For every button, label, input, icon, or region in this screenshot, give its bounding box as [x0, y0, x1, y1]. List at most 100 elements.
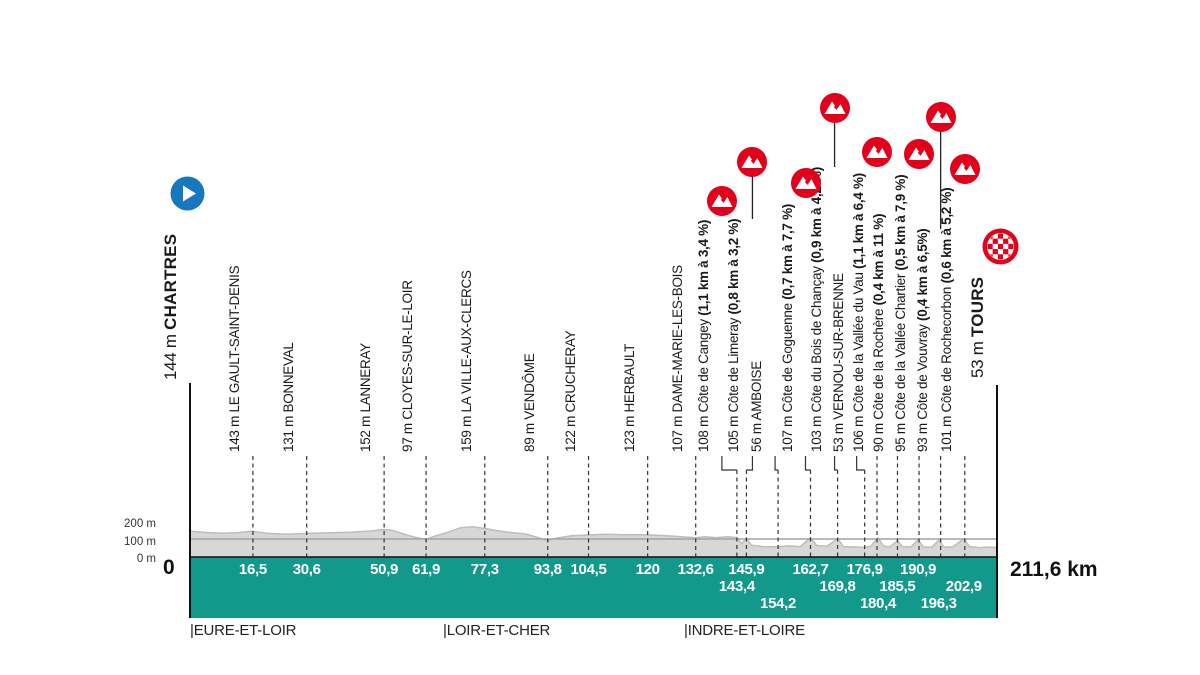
elevation-outline — [189, 526, 998, 549]
waypoint-name: Côte de la Vallée du Vau — [851, 272, 866, 413]
km-marker-30-6: 30,6 — [292, 561, 321, 578]
waypoint-label-c-te-de-la-roch-re: 90 m Côte de la Rochère (0,4 km à 11 %) — [870, 214, 888, 452]
km-marker-120: 120 — [635, 561, 660, 578]
y-tick-0m: 0 m — [136, 553, 156, 565]
climb-stats: (0,5 km à 7,9 %) — [893, 174, 909, 274]
waypoint-elevation: 56 m — [749, 420, 765, 452]
km-marker-169-8: 169,8 — [819, 578, 856, 595]
climb-icon-c-te-de-cangey — [706, 186, 737, 216]
km-marker-61-9: 61,9 — [412, 561, 441, 578]
waypoint-name: CRUCHERAY — [562, 330, 578, 413]
waypoint-elbow-c-te-de-cangey — [721, 456, 737, 471]
waypoint-name: BONNEVAL — [280, 342, 296, 413]
climb-icon-c-te-de-la-vall-e-du-vau — [862, 137, 892, 167]
y-tick-100m: 100 m — [124, 536, 156, 548]
finish-label: 53 m TOURS — [968, 277, 987, 378]
waypoint-elevation: 105 m — [726, 412, 742, 452]
waypoint-elevation: 152 m — [358, 412, 374, 452]
waypoint-name: Côte de Goguenne — [779, 303, 795, 413]
waypoint-elevation: 89 m — [521, 419, 537, 452]
km-marker-185-5: 185,5 — [879, 578, 916, 595]
distance-band — [190, 557, 997, 618]
climb-icon-c-te-de-la-vall-e-chartier — [904, 139, 935, 169]
elevation-area — [190, 526, 997, 557]
waypoint-name: Côte de la Vallée Chartier — [893, 273, 909, 420]
waypoint-label-dame-marie-les-bois: 107 m DAME-MARIE-LES-BOIS — [669, 265, 687, 452]
waypoint-name: DAME-MARIE-LES-BOIS — [669, 265, 685, 413]
waypoint-label-c-te-de-rochecorbon: 101 m Côte de Rochecorbon (0,6 km à 5,2 … — [938, 188, 956, 452]
waypoint-label-c-te-de-la-vall-e-chartier: 95 m Côte de la Vallée Chartier (0,5 km … — [892, 175, 910, 452]
km-marker-77-3: 77,3 — [470, 561, 499, 578]
km-marker-154-2: 154,2 — [760, 595, 797, 612]
climb-stats: (0,4 km à 6,5%) — [914, 228, 930, 325]
waypoint-elevation: 122 m — [562, 412, 578, 452]
km-marker-162-7: 162,7 — [792, 561, 829, 578]
waypoint-elevation: 93 m — [914, 419, 930, 452]
km-marker-180-4: 180,4 — [859, 595, 897, 612]
waypoint-label-herbault: 123 m HERBAULT — [621, 344, 639, 452]
waypoint-elbow-c-te-du-bois-de-chan-ay — [833, 456, 838, 471]
km-marker-196-3: 196,3 — [920, 595, 957, 612]
waypoint-label-crucheray: 122 m CRUCHERAY — [562, 331, 580, 452]
climb-icon-c-te-de-limeray — [737, 147, 768, 177]
climb-stats: (0,6 km à 5,2 %) — [938, 187, 954, 287]
waypoint-elbow-c-te-de-limeray — [746, 456, 754, 471]
start-name: CHARTRES — [161, 233, 180, 330]
km-marker-50-9: 50,9 — [370, 561, 399, 578]
finish-elevation: 53 m — [968, 341, 987, 378]
climb-icon-c-te-de-goguenne — [790, 168, 821, 198]
waypoint-elevation: 108 m — [695, 412, 711, 452]
waypoint-elevation: 103 m — [808, 412, 824, 452]
waypoint-name: CLOYES-SUR-LE-LOIR — [400, 280, 416, 420]
km-origin-label: 0 — [163, 556, 175, 579]
climb-icon-c-te-de-vouvray — [925, 102, 956, 132]
waypoint-label-cloyes-sur-le-loir: 97 m CLOYES-SUR-LE-LOIR — [399, 280, 417, 452]
waypoint-elevation: 107 m — [779, 412, 795, 452]
waypoint-name: Côte du Bois de Chançay — [808, 266, 824, 413]
waypoint-name: AMBOISE — [749, 361, 765, 421]
climb-stats: (0,7 km à 7,7 %) — [779, 204, 795, 304]
waypoint-elevation: 101 m — [938, 412, 954, 452]
waypoint-label-lanneray: 152 m LANNERAY — [357, 343, 375, 452]
climb-stats: (0,4 km à 11 %) — [871, 213, 887, 309]
waypoint-name: LANNERAY — [358, 343, 374, 413]
km-marker-145-9: 145,9 — [728, 561, 765, 578]
km-marker-176-9: 176,9 — [846, 561, 883, 578]
waypoint-name: LA VILLE-AUX-CLERCS — [458, 270, 474, 413]
department-label-indre-et-loire: |INDRE-ET-LOIRE — [684, 622, 805, 639]
km-marker-132-6: 132,6 — [677, 561, 714, 578]
waypoint-name: Côte de Cangey — [695, 319, 711, 413]
finish-icon — [982, 228, 1019, 270]
waypoint-label-amboise: 56 m AMBOISE — [748, 361, 766, 452]
waypoint-label-c-te-de-limeray: 105 m Côte de Limeray (0,8 km à 3,2 %) — [725, 219, 743, 452]
waypoint-label-c-te-de-cangey: 108 m Côte de Cangey (1,1 km à 3,4 %) — [695, 220, 713, 452]
waypoint-elevation: 143 m — [226, 412, 242, 452]
waypoint-label-c-te-de-la-vall-e-du-vau: 106 m Côte de la Vallée du Vau (1,1 km à… — [850, 173, 868, 452]
climb-icon-c-te-du-bois-de-chan-ay — [819, 93, 850, 123]
waypoint-elbow-amboise — [774, 456, 779, 471]
y-tick-200m: 200 m — [124, 518, 156, 530]
km-marker-93-8: 93,8 — [533, 561, 562, 578]
climb-stats: (0,8 km à 3,2 %) — [726, 218, 742, 318]
waypoint-name: HERBAULT — [621, 343, 637, 413]
waypoint-label-c-te-de-goguenne: 107 m Côte de Goguenne (0,7 km à 7,7 %) — [779, 204, 797, 452]
waypoint-elevation: 123 m — [621, 412, 637, 452]
waypoint-name: VERNOU-SUR-BRENNE — [830, 273, 846, 420]
waypoint-label-la-ville-aux-clercs: 159 m LA VILLE-AUX-CLERCS — [458, 270, 476, 452]
waypoint-label-vend-me: 89 m VENDÔME — [521, 354, 539, 452]
km-marker-190-9: 190,9 — [900, 561, 937, 578]
waypoint-elevation: 95 m — [893, 419, 909, 452]
waypoint-label-le-gault-saint-denis: 143 m LE GAULT-SAINT-DENIS — [226, 266, 244, 452]
waypoint-label-bonneval: 131 m BONNEVAL — [280, 342, 298, 452]
department-label-loir-et-cher: |LOIR-ET-CHER — [443, 622, 551, 639]
waypoint-elevation: 107 m — [669, 412, 685, 452]
waypoint-name: Côte de Vouvray — [914, 324, 930, 420]
total-distance-label: 211,6 km — [1010, 558, 1098, 581]
waypoint-label-c-te-de-vouvray: 93 m Côte de Vouvray (0,4 km à 6,5%) — [914, 229, 932, 452]
km-marker-104-5: 104,5 — [570, 561, 607, 578]
waypoint-elbow-vernou-sur-brenne — [856, 456, 865, 471]
waypoint-label-c-te-du-bois-de-chan-ay: 103 m Côte du Bois de Chançay (0,9 km à … — [808, 167, 826, 452]
climb-stats: (1,1 km à 3,4 %) — [695, 219, 711, 320]
